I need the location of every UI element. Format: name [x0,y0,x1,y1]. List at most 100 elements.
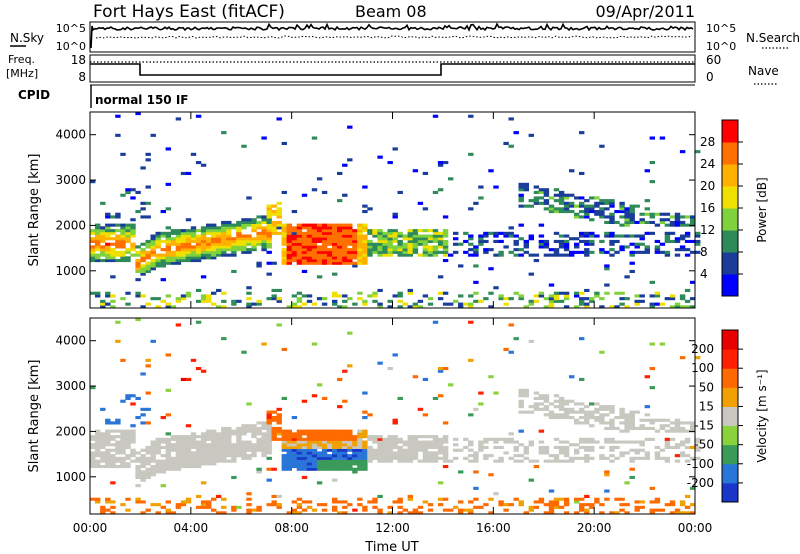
velocity-cell [523,456,529,460]
power-cell [397,231,403,235]
velocity-cell [332,456,338,460]
power-cell [669,231,676,235]
power-cell [296,237,303,241]
power-cell [518,237,524,241]
velocity-cell [407,445,413,449]
velocity-cell [306,443,313,447]
power-cell [528,272,534,276]
velocity-cell [226,426,232,430]
power-cell [357,245,363,249]
power-cell [669,223,676,227]
power-cell [140,259,146,263]
velocity-cell [574,451,580,455]
power-cell [281,242,287,246]
power-cell [221,253,227,257]
velocity-colorbar-tick-label: 200 [691,342,714,356]
power-cell [372,242,378,246]
power-cell [190,226,197,230]
velocity-cell [367,437,373,441]
power-cell [332,302,338,306]
velocity-cell [145,364,151,368]
power-cell [90,248,96,252]
velocity-cell [584,410,590,414]
velocity-cell [528,478,534,482]
velocity-cell [281,435,287,439]
power-cell [619,245,625,249]
velocity-cell [337,440,343,444]
power-cell [105,259,111,263]
velocity-cell [145,470,151,474]
power-cell [241,242,247,246]
power-cell [589,210,595,214]
velocity-cell [271,410,277,414]
velocity-cell [347,364,353,368]
power-cell [90,256,96,260]
velocity-cell [190,435,197,439]
velocity-cell [563,440,570,444]
power-cell [427,248,434,252]
power-cell [407,231,413,235]
velocity-cell [296,503,303,507]
velocity-cell [321,503,328,507]
power-cell [342,294,348,298]
velocity-cell [271,500,277,504]
velocity-cell [301,459,308,463]
velocity-cell [684,437,691,441]
velocity-cell [417,440,424,444]
velocity-cell [90,443,96,447]
velocity-cell [170,467,177,471]
power-cell [468,294,474,298]
velocity-cell [417,445,424,449]
power-cell [140,267,146,271]
power-cell [211,231,217,235]
velocity-cell [684,505,691,509]
velocity-cell [236,429,242,433]
velocity-cell [553,500,560,504]
velocity-cell [175,503,182,507]
power-cell [120,239,126,243]
velocity-cell [422,456,429,460]
velocity-cell [175,454,182,458]
velocity-cell [553,437,560,441]
velocity-cell [407,451,413,455]
power-cell [347,242,353,246]
velocity-cell [493,459,499,463]
velocity-cell [231,445,237,449]
power-cell [332,239,338,243]
velocity-cell [306,448,313,452]
power-cell [175,242,182,246]
velocity-cell [614,456,620,460]
velocity-cell [659,426,666,430]
velocity-cell [120,399,126,403]
velocity-cell [180,462,187,466]
velocity-cell [120,437,126,441]
power-cell [206,250,212,254]
power-cell [523,188,529,192]
power-cell [392,229,398,233]
power-cell [90,229,96,233]
velocity-cell [437,369,444,373]
power-cell [553,250,560,254]
power-cell [145,264,151,268]
power-cell [321,234,328,238]
velocity-cell [231,448,237,452]
velocity-cell [347,448,353,452]
power-cell [311,239,318,243]
velocity-cell [498,503,504,507]
velocity-cell [548,503,555,507]
power-cell [372,234,378,238]
power-cell [523,204,529,208]
velocity-cell [513,440,519,444]
velocity-cell [140,511,146,515]
power-cell [518,196,524,200]
velocity-cell [195,443,202,447]
velocity-cell [190,451,197,455]
power-cell [422,237,429,241]
power-cell [150,261,156,265]
power-cell [206,242,212,246]
power-cell [251,302,257,306]
velocity-cell [165,459,171,463]
power-cell [629,210,635,214]
power-cell [291,231,298,235]
power-cell [503,231,509,235]
